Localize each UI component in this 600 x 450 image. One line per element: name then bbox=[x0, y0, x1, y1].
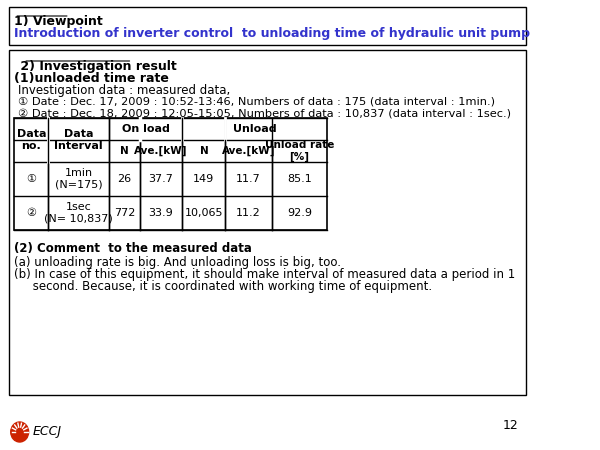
Text: ② Date : Dec. 18, 2009 : 12:05-15:05, Numbers of data : 10,837 (data interval : : ② Date : Dec. 18, 2009 : 12:05-15:05, Nu… bbox=[18, 108, 511, 118]
Text: 26: 26 bbox=[117, 174, 131, 184]
Text: ① Date : Dec. 17, 2009 : 10:52-13:46, Numbers of data : 175 (data interval : 1mi: ① Date : Dec. 17, 2009 : 10:52-13:46, Nu… bbox=[18, 96, 495, 106]
Text: ①: ① bbox=[26, 174, 37, 184]
Text: (2) Comment  to the measured data: (2) Comment to the measured data bbox=[14, 242, 252, 255]
Text: 149: 149 bbox=[193, 174, 215, 184]
Text: 10,065: 10,065 bbox=[185, 208, 223, 218]
Text: 1min
(N=175): 1min (N=175) bbox=[55, 168, 103, 190]
Text: 11.2: 11.2 bbox=[236, 208, 261, 218]
Text: 33.9: 33.9 bbox=[149, 208, 173, 218]
Text: Ave.[kW]: Ave.[kW] bbox=[134, 146, 188, 156]
Text: ECCJ: ECCJ bbox=[32, 426, 61, 438]
Text: N: N bbox=[200, 146, 208, 156]
Text: (1)unloaded time rate: (1)unloaded time rate bbox=[14, 72, 169, 85]
Text: 92.9: 92.9 bbox=[287, 208, 312, 218]
Text: Unload: Unload bbox=[233, 124, 277, 134]
Text: 37.7: 37.7 bbox=[149, 174, 173, 184]
Text: 1) Viewpoint: 1) Viewpoint bbox=[14, 15, 103, 28]
Text: 85.1: 85.1 bbox=[287, 174, 312, 184]
Text: Data
no.: Data no. bbox=[17, 129, 46, 151]
Text: (a) unloading rate is big. And unloading loss is big, too.: (a) unloading rate is big. And unloading… bbox=[14, 256, 341, 269]
Text: Data
Interval: Data Interval bbox=[55, 129, 103, 151]
Text: Ave.[kW]: Ave.[kW] bbox=[222, 146, 275, 156]
Text: 2) Investigation result: 2) Investigation result bbox=[16, 60, 177, 73]
Text: Unload rate
[%]: Unload rate [%] bbox=[265, 140, 334, 162]
Circle shape bbox=[11, 422, 29, 442]
Text: 772: 772 bbox=[113, 208, 135, 218]
Text: N: N bbox=[120, 146, 128, 156]
Text: (b) In case of this equipment, it should make interval of measured data a period: (b) In case of this equipment, it should… bbox=[14, 268, 515, 281]
Text: second. Because, it is coordinated with working time of equipment.: second. Because, it is coordinated with … bbox=[14, 280, 433, 293]
Text: Introduction of inverter control  to unloading time of hydraulic unit pump: Introduction of inverter control to unlo… bbox=[14, 27, 530, 40]
Text: 1sec
(N= 10,837): 1sec (N= 10,837) bbox=[44, 202, 113, 224]
Text: ②: ② bbox=[26, 208, 37, 218]
Text: 11.7: 11.7 bbox=[236, 174, 261, 184]
Text: Investigation data : measured data,: Investigation data : measured data, bbox=[18, 84, 230, 97]
Text: On load: On load bbox=[122, 124, 170, 134]
Text: 12: 12 bbox=[503, 419, 519, 432]
